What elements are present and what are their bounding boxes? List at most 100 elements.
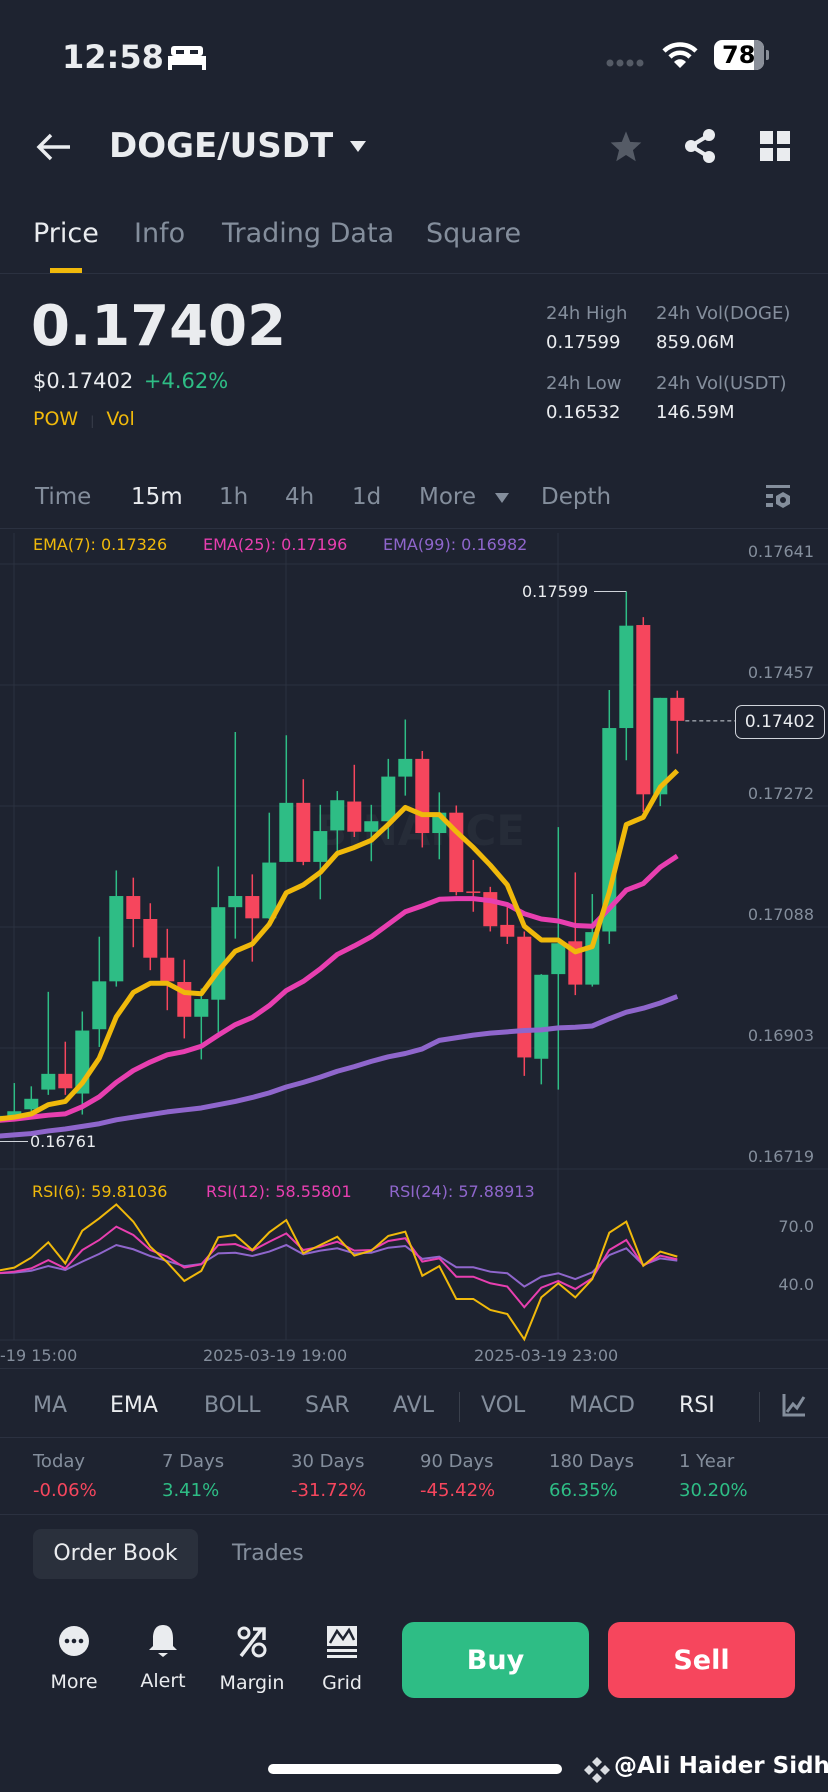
grid-button[interactable]: Grid xyxy=(297,1626,387,1694)
candle-body xyxy=(262,862,277,919)
performance-label: 180 Days xyxy=(549,1451,634,1472)
candle-body xyxy=(534,974,549,1059)
indicator-ma[interactable]: MA xyxy=(33,1393,68,1418)
tab-price[interactable]: Price xyxy=(33,218,99,249)
vol-base-label: 24h Vol(DOGE) xyxy=(656,303,791,324)
status-time: 12:58 xyxy=(62,38,164,76)
wifi-icon xyxy=(662,42,698,68)
vol-base-value: 859.06M xyxy=(656,332,735,353)
indicator-ema[interactable]: EMA xyxy=(110,1393,158,1418)
grid-label: Grid xyxy=(322,1672,362,1694)
candle-body xyxy=(500,924,515,937)
timeframe-1h[interactable]: 1h xyxy=(219,484,249,510)
candle-body xyxy=(483,892,498,927)
chart-settings-icon[interactable] xyxy=(764,484,792,512)
timeframe-1d[interactable]: 1d xyxy=(352,484,382,510)
alert-label: Alert xyxy=(140,1670,186,1692)
tab-order-book-label: Order Book xyxy=(53,1541,178,1566)
candle-body xyxy=(92,981,107,1030)
candle-body xyxy=(670,697,685,721)
share-icon[interactable] xyxy=(683,128,717,164)
candle-body xyxy=(466,891,481,893)
x-tick: 2025-03-19 23:00 xyxy=(474,1346,619,1365)
indicator-boll[interactable]: BOLL xyxy=(204,1393,261,1418)
tab-trading-data[interactable]: Trading Data xyxy=(222,218,395,249)
candle-body xyxy=(279,802,294,862)
sleep-focus-icon xyxy=(168,46,206,70)
timeframe-4h[interactable]: 4h xyxy=(285,484,315,510)
x-tick: 2025-03-19 19:00 xyxy=(203,1346,348,1365)
candle-body xyxy=(160,957,175,982)
candle-body xyxy=(24,1098,39,1110)
active-tab-indicator xyxy=(50,268,82,273)
indicator-rsi[interactable]: RSI xyxy=(679,1393,715,1418)
indicator-avl[interactable]: AVL xyxy=(393,1393,434,1418)
current-price-tag[interactable]: 0.17402 xyxy=(735,705,825,739)
y-tick: 0.17088 xyxy=(747,905,814,924)
last-price: 0.17402 xyxy=(31,294,287,359)
performance-value: 30.20% xyxy=(679,1480,748,1501)
more-caret-icon[interactable] xyxy=(494,492,510,504)
candle-body xyxy=(330,800,345,831)
ema99-line xyxy=(0,994,679,1139)
sell-button[interactable]: Sell xyxy=(608,1622,795,1698)
indicator-macd[interactable]: MACD xyxy=(569,1393,635,1418)
x-tick: -19 15:00 xyxy=(0,1346,78,1365)
chart-bottom-divider xyxy=(0,1368,828,1369)
margin-button[interactable]: Margin xyxy=(207,1626,297,1694)
battery-level: 78 xyxy=(722,41,756,69)
sell-label: Sell xyxy=(673,1644,730,1676)
candle-body xyxy=(415,758,430,834)
pair-title[interactable]: DOGE/USDT xyxy=(109,126,334,166)
tags: POW | Vol xyxy=(33,408,135,430)
vol-quote-value: 146.59M xyxy=(656,402,735,423)
indicator-sar[interactable]: SAR xyxy=(305,1393,350,1418)
grid-trading-icon xyxy=(327,1626,357,1658)
candle-body xyxy=(58,1073,73,1089)
indicator-vol[interactable]: VOL xyxy=(481,1393,526,1418)
performance-value: -31.72% xyxy=(291,1480,367,1501)
candle-body xyxy=(364,821,379,832)
cellular-signal-icon xyxy=(606,59,644,67)
layout-grid-icon[interactable] xyxy=(760,131,790,161)
candle-body xyxy=(619,625,634,729)
tab-order-book[interactable]: Order Book xyxy=(33,1529,198,1579)
candle-body xyxy=(296,802,311,862)
favorite-star-icon[interactable] xyxy=(609,130,643,162)
tag-separator: | xyxy=(90,414,95,428)
alert-button[interactable]: Alert xyxy=(118,1624,208,1692)
timeframe-depth[interactable]: Depth xyxy=(541,484,612,510)
tab-trades[interactable]: Trades xyxy=(232,1541,304,1566)
candle-body xyxy=(432,812,447,834)
home-indicator[interactable] xyxy=(268,1764,562,1774)
low-label: 24h Low xyxy=(546,373,622,394)
timeframe-divider xyxy=(0,528,828,529)
high-marker-label: 0.17599 xyxy=(522,582,589,601)
performance-value: -45.42% xyxy=(420,1480,496,1501)
candle-body xyxy=(75,1030,90,1094)
candle-body xyxy=(143,918,158,958)
tab-info[interactable]: Info xyxy=(134,218,186,249)
performance-label: 30 Days xyxy=(291,1451,365,1472)
pair-dropdown-caret-icon[interactable] xyxy=(349,140,367,154)
timeframe-more[interactable]: More xyxy=(419,484,477,510)
tag-pow[interactable]: POW xyxy=(33,408,79,430)
tag-vol[interactable]: Vol xyxy=(106,408,135,430)
tab-square[interactable]: Square xyxy=(426,218,522,249)
binance-watermark: BINANCE xyxy=(315,806,525,855)
low-marker-label: 0.16761 xyxy=(30,1132,97,1151)
candle-body xyxy=(194,999,209,1017)
more-button[interactable]: More xyxy=(29,1625,119,1693)
tabs-divider xyxy=(0,273,828,274)
candle-body xyxy=(245,896,260,919)
buy-button[interactable]: Buy xyxy=(402,1622,589,1698)
timeframe-15m[interactable]: 15m xyxy=(131,484,183,510)
indicator-settings-icon[interactable] xyxy=(782,1393,806,1417)
battery-tip xyxy=(766,50,769,60)
ema7-line xyxy=(0,768,680,1122)
timeframe-time[interactable]: Time xyxy=(35,484,92,510)
vol-quote-label: 24h Vol(USDT) xyxy=(656,373,787,394)
back-arrow-icon[interactable] xyxy=(36,132,72,162)
rsi-y-tick: 40.0 xyxy=(778,1275,814,1294)
